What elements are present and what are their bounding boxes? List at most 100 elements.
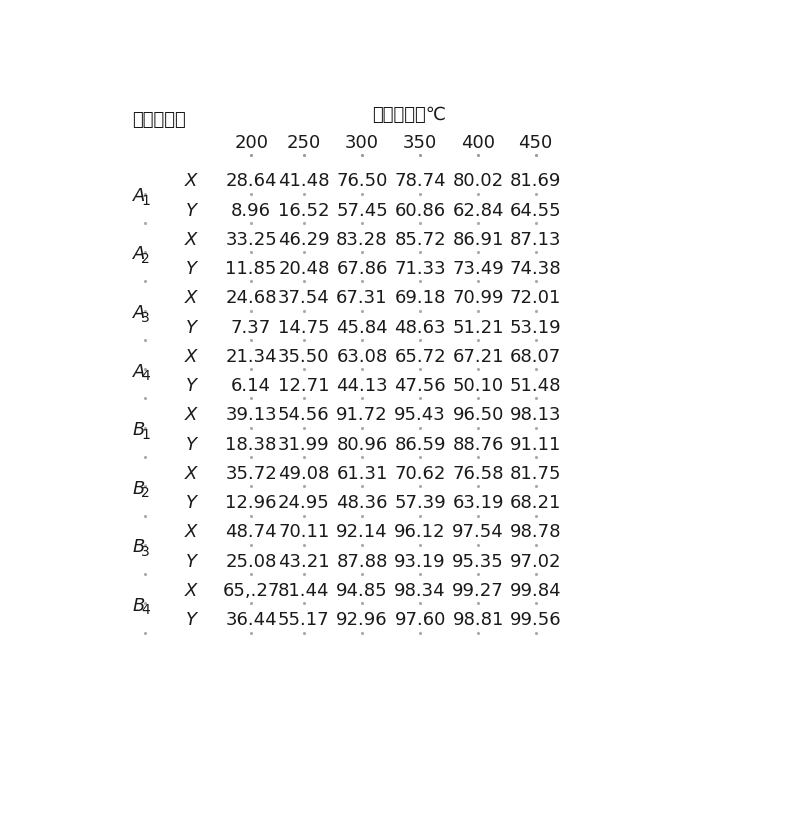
Text: 83.28: 83.28 xyxy=(336,231,388,249)
Text: A: A xyxy=(133,304,145,322)
Text: 98.13: 98.13 xyxy=(510,407,562,425)
Text: 2: 2 xyxy=(141,486,150,500)
Text: 65,.27: 65,.27 xyxy=(222,582,280,600)
Text: 8.96: 8.96 xyxy=(231,201,271,219)
Text: 68.07: 68.07 xyxy=(510,348,561,366)
Text: 20.48: 20.48 xyxy=(278,260,330,278)
Text: 97.60: 97.60 xyxy=(394,611,446,629)
Text: 51.48: 51.48 xyxy=(510,377,562,395)
Text: 64.55: 64.55 xyxy=(510,201,562,219)
Text: 96.50: 96.50 xyxy=(453,407,504,425)
Text: 4: 4 xyxy=(141,603,150,618)
Text: 96.12: 96.12 xyxy=(394,524,446,542)
Text: 78.74: 78.74 xyxy=(394,173,446,191)
Text: 400: 400 xyxy=(461,134,495,152)
Text: 36.44: 36.44 xyxy=(226,611,277,629)
Text: 6.14: 6.14 xyxy=(231,377,271,395)
Text: 12.96: 12.96 xyxy=(226,494,277,512)
Text: 3: 3 xyxy=(141,311,150,325)
Text: Y: Y xyxy=(186,260,197,278)
Text: 催化剂样品: 催化剂样品 xyxy=(133,110,186,128)
Text: 86.91: 86.91 xyxy=(453,231,504,249)
Text: 14.75: 14.75 xyxy=(278,319,330,337)
Text: Y: Y xyxy=(186,436,197,454)
Text: X: X xyxy=(186,407,198,425)
Text: B: B xyxy=(133,479,145,497)
Text: X: X xyxy=(186,290,198,308)
Text: 11.85: 11.85 xyxy=(226,260,277,278)
Text: 92.96: 92.96 xyxy=(336,611,388,629)
Text: 63.19: 63.19 xyxy=(453,494,504,512)
Text: X: X xyxy=(186,173,198,191)
Text: 51.21: 51.21 xyxy=(453,319,504,337)
Text: 44.13: 44.13 xyxy=(336,377,388,395)
Text: 47.56: 47.56 xyxy=(394,377,446,395)
Text: Y: Y xyxy=(186,611,197,629)
Text: Y: Y xyxy=(186,201,197,219)
Text: 86.59: 86.59 xyxy=(394,436,446,454)
Text: 65.72: 65.72 xyxy=(394,348,446,366)
Text: 28.64: 28.64 xyxy=(226,173,277,191)
Text: X: X xyxy=(186,582,198,600)
Text: 49.08: 49.08 xyxy=(278,465,330,483)
Text: 70.99: 70.99 xyxy=(453,290,504,308)
Text: 70.62: 70.62 xyxy=(394,465,446,483)
Text: 74.38: 74.38 xyxy=(510,260,562,278)
Text: X: X xyxy=(186,524,198,542)
Text: 98.81: 98.81 xyxy=(453,611,504,629)
Text: Y: Y xyxy=(186,319,197,337)
Text: 71.33: 71.33 xyxy=(394,260,446,278)
Text: 39.13: 39.13 xyxy=(226,407,277,425)
Text: 61.31: 61.31 xyxy=(336,465,388,483)
Text: 46.29: 46.29 xyxy=(278,231,330,249)
Text: Y: Y xyxy=(186,494,197,512)
Text: 48.63: 48.63 xyxy=(394,319,446,337)
Text: 33.25: 33.25 xyxy=(226,231,277,249)
Text: 62.84: 62.84 xyxy=(453,201,504,219)
Text: 21.34: 21.34 xyxy=(226,348,277,366)
Text: B: B xyxy=(133,596,145,614)
Text: 7.37: 7.37 xyxy=(231,319,271,337)
Text: 50.10: 50.10 xyxy=(453,377,504,395)
Text: 80.02: 80.02 xyxy=(453,173,504,191)
Text: 250: 250 xyxy=(286,134,321,152)
Text: 24.68: 24.68 xyxy=(226,290,277,308)
Text: 81.75: 81.75 xyxy=(510,465,562,483)
Text: 1: 1 xyxy=(141,428,150,442)
Text: A: A xyxy=(133,187,145,205)
Text: 55.17: 55.17 xyxy=(278,611,330,629)
Text: 67.31: 67.31 xyxy=(336,290,388,308)
Text: 94.85: 94.85 xyxy=(336,582,388,600)
Text: X: X xyxy=(186,231,198,249)
Text: 88.76: 88.76 xyxy=(453,436,504,454)
Text: 87.88: 87.88 xyxy=(336,553,388,571)
Text: 99.84: 99.84 xyxy=(510,582,562,600)
Text: 60.86: 60.86 xyxy=(394,201,446,219)
Text: 76.50: 76.50 xyxy=(336,173,388,191)
Text: 54.56: 54.56 xyxy=(278,407,330,425)
Text: 48.74: 48.74 xyxy=(226,524,277,542)
Text: 12.71: 12.71 xyxy=(278,377,330,395)
Text: 70.11: 70.11 xyxy=(278,524,330,542)
Text: 450: 450 xyxy=(518,134,553,152)
Text: 97.02: 97.02 xyxy=(510,553,562,571)
Text: 81.69: 81.69 xyxy=(510,173,562,191)
Text: 80.96: 80.96 xyxy=(336,436,387,454)
Text: 99.27: 99.27 xyxy=(452,582,504,600)
Text: Y: Y xyxy=(186,553,197,571)
Text: 98.78: 98.78 xyxy=(510,524,562,542)
Text: 35.72: 35.72 xyxy=(226,465,277,483)
Text: 3: 3 xyxy=(141,545,150,559)
Text: 95.43: 95.43 xyxy=(394,407,446,425)
Text: 69.18: 69.18 xyxy=(394,290,446,308)
Text: X: X xyxy=(186,348,198,366)
Text: A: A xyxy=(133,362,145,380)
Text: 67.86: 67.86 xyxy=(336,260,388,278)
Text: 81.44: 81.44 xyxy=(278,582,330,600)
Text: 85.72: 85.72 xyxy=(394,231,446,249)
Text: 97.54: 97.54 xyxy=(452,524,504,542)
Text: 37.54: 37.54 xyxy=(278,290,330,308)
Text: 63.08: 63.08 xyxy=(336,348,387,366)
Text: 2: 2 xyxy=(141,252,150,266)
Text: 18.38: 18.38 xyxy=(226,436,277,454)
